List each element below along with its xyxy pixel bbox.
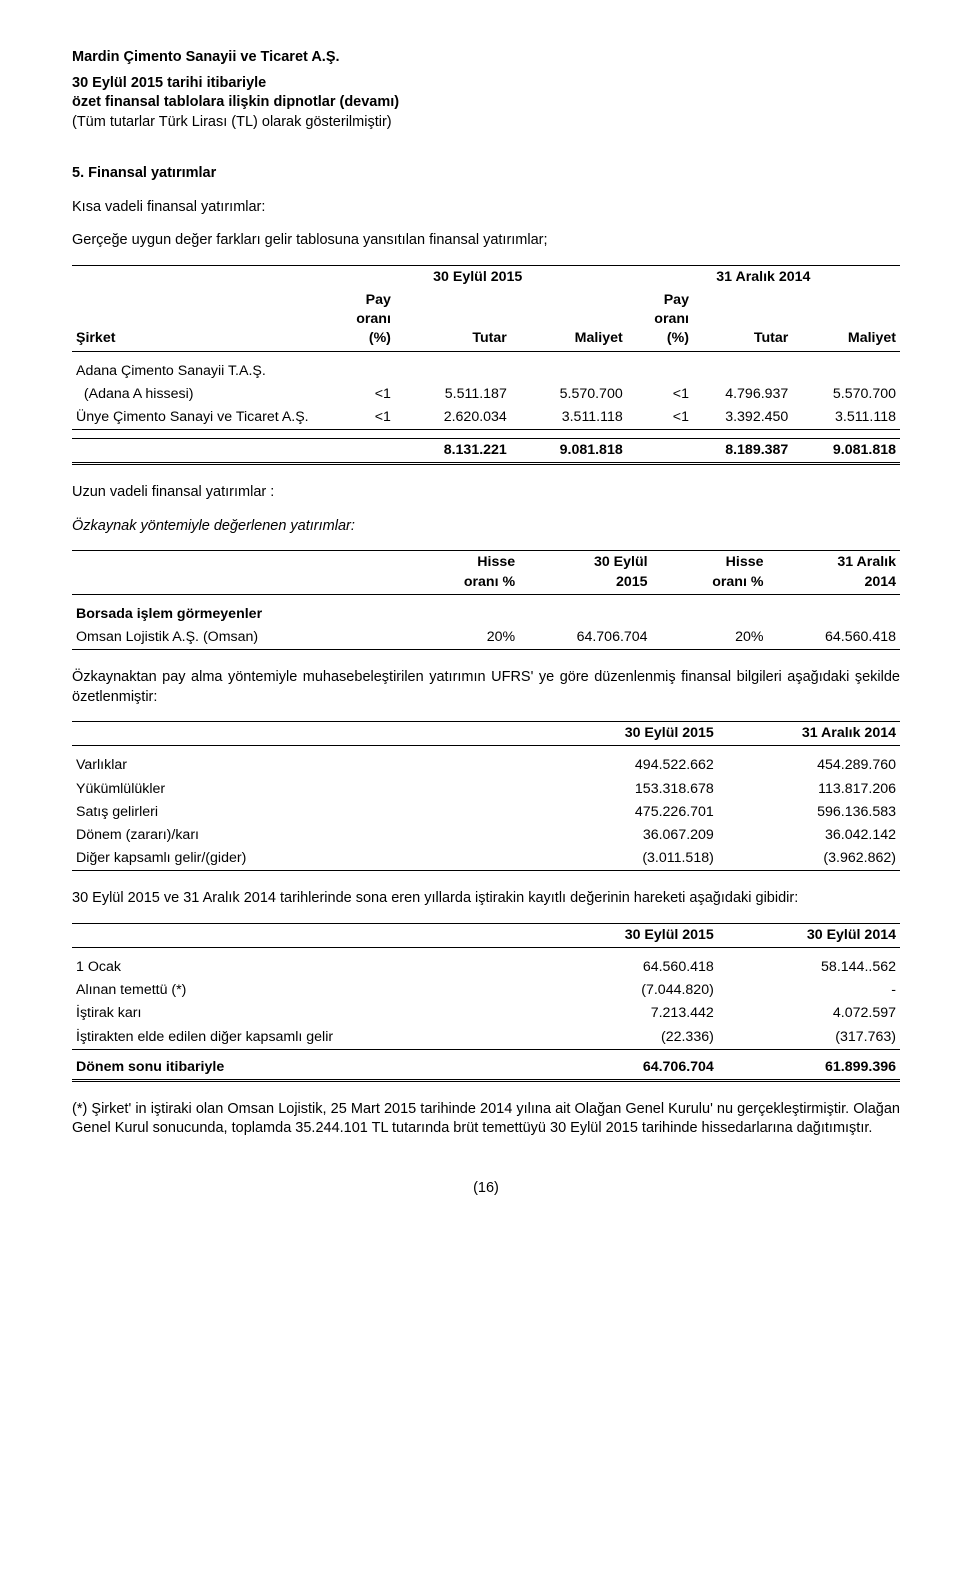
table-cell: <1 xyxy=(329,383,395,406)
table-cell: 58.144..562 xyxy=(718,948,900,980)
header-line: özet finansal tablolara ilişkin dipnotla… xyxy=(72,93,900,113)
table-cell: 36.067.209 xyxy=(536,824,718,847)
table-row-label: İştirakten elde edilen diğer kapsamlı ge… xyxy=(72,1026,536,1050)
table-cell: 5.570.700 xyxy=(511,383,627,406)
table-cell: 7.213.442 xyxy=(536,1002,718,1025)
paragraph: Özkaynaktan pay alma yöntemiyle muhasebe… xyxy=(72,668,900,707)
table-cell: <1 xyxy=(627,383,693,406)
table-row-label: Alınan temettü (*) xyxy=(72,979,536,1002)
table-total xyxy=(329,439,395,464)
table-cell: 494.522.662 xyxy=(536,746,718,778)
table-group-label: Borsada işlem görmeyenler xyxy=(72,594,403,626)
table-ozkaynak-bilgi: 30 Eylül 2015 31 Aralık 2014 Varlıklar 4… xyxy=(72,721,900,871)
table-cell: 2.620.034 xyxy=(395,406,511,430)
table-cell: 5.570.700 xyxy=(792,383,900,406)
col-header: Tutar xyxy=(395,289,511,351)
table-cell: (317.763) xyxy=(718,1026,900,1050)
table-cell: 36.042.142 xyxy=(718,824,900,847)
table-cell: 3.511.118 xyxy=(792,406,900,430)
col-header: Hisse oranı % xyxy=(652,551,768,594)
subheading: Gerçeğe uygun değer farkları gelir tablo… xyxy=(72,231,900,251)
table-cell: (22.336) xyxy=(536,1026,718,1050)
table-cell: <1 xyxy=(627,406,693,430)
table-row-label: (Adana A hissesi) xyxy=(72,383,329,406)
table-total: 8.131.221 xyxy=(395,439,511,464)
table-total: 8.189.387 xyxy=(693,439,792,464)
table-row-label: İştirak karı xyxy=(72,1002,536,1025)
subheading: Özkaynak yöntemiyle değerlenen yatırımla… xyxy=(72,517,900,537)
table-cell: 64.560.418 xyxy=(536,948,718,980)
col-period: 30 Eylül 2015 xyxy=(329,265,627,289)
table-cell: <1 xyxy=(329,406,395,430)
col-header: 31 Aralık 2014 xyxy=(718,722,900,746)
table-cell: 3.511.118 xyxy=(511,406,627,430)
col-header: 30 Eylül 2014 xyxy=(718,923,900,947)
table-cell: (7.044.820) xyxy=(536,979,718,1002)
col-header: 30 Eylül 2015 xyxy=(519,551,651,594)
table-row-label: Diğer kapsamlı gelir/(gider) xyxy=(72,847,536,871)
table-total: 64.706.704 xyxy=(536,1056,718,1081)
footnote: (*) Şirket' in iştiraki olan Omsan Lojis… xyxy=(72,1100,900,1139)
table-total xyxy=(627,439,693,464)
page-number: (16) xyxy=(72,1179,900,1199)
table-total: 9.081.818 xyxy=(511,439,627,464)
table-uzun-vadeli: Hisse oranı % 30 Eylül 2015 Hisse oranı … xyxy=(72,550,900,650)
table-cell: 20% xyxy=(403,626,519,650)
col-header: 31 Aralık 2014 xyxy=(767,551,900,594)
header-line: (Tüm tutarlar Türk Lirası (TL) olarak gö… xyxy=(72,113,900,133)
table-total-label: Dönem sonu itibariyle xyxy=(72,1056,536,1081)
table-row-label: Dönem (zararı)/karı xyxy=(72,824,536,847)
table-cell: 4.796.937 xyxy=(693,383,792,406)
col-header: Pay oranı (%) xyxy=(627,289,693,351)
col-header: Tutar xyxy=(693,289,792,351)
table-cell: 596.136.583 xyxy=(718,801,900,824)
col-period: 31 Aralık 2014 xyxy=(627,265,900,289)
table-cell: (3.011.518) xyxy=(536,847,718,871)
table-cell: 64.706.704 xyxy=(519,626,651,650)
table-row-label: Omsan Lojistik A.Ş. (Omsan) xyxy=(72,626,403,650)
table-row-label: Yükümlülükler xyxy=(72,778,536,801)
subheading: Kısa vadeli finansal yatırımlar: xyxy=(72,198,900,218)
table-row-label: 1 Ocak xyxy=(72,948,536,980)
table-cell: 113.817.206 xyxy=(718,778,900,801)
col-header: 30 Eylül 2015 xyxy=(536,722,718,746)
table-cell: 454.289.760 xyxy=(718,746,900,778)
col-header: Maliyet xyxy=(511,289,627,351)
table-total: 9.081.818 xyxy=(792,439,900,464)
col-header: Pay oranı (%) xyxy=(329,289,395,351)
col-header: Şirket xyxy=(72,289,329,351)
table-row-label: Adana Çimento Sanayii T.A.Ş. xyxy=(72,351,329,383)
table-row-label: Ünye Çimento Sanayi ve Ticaret A.Ş. xyxy=(72,406,329,430)
col-header: 30 Eylül 2015 xyxy=(536,923,718,947)
table-row-label: Satış gelirleri xyxy=(72,801,536,824)
table-hareket: 30 Eylül 2015 30 Eylül 2014 1 Ocak 64.56… xyxy=(72,923,900,1082)
col-header: Hisse oranı % xyxy=(403,551,519,594)
header-line: 30 Eylül 2015 tarihi itibariyle xyxy=(72,74,900,94)
table-cell: 475.226.701 xyxy=(536,801,718,824)
table-kisa-vadeli: 30 Eylül 2015 31 Aralık 2014 Şirket Pay … xyxy=(72,265,900,465)
table-cell: (3.962.862) xyxy=(718,847,900,871)
section-title: 5. Finansal yatırımlar xyxy=(72,164,900,184)
table-cell: 3.392.450 xyxy=(693,406,792,430)
intro-block: 30 Eylül 2015 tarihi itibariyle özet fin… xyxy=(72,74,900,133)
table-cell: 4.072.597 xyxy=(718,1002,900,1025)
table-cell: 5.511.187 xyxy=(395,383,511,406)
company-title: Mardin Çimento Sanayii ve Ticaret A.Ş. xyxy=(72,48,900,68)
paragraph: 30 Eylül 2015 ve 31 Aralık 2014 tarihler… xyxy=(72,889,900,909)
table-total: 61.899.396 xyxy=(718,1056,900,1081)
table-cell: 64.560.418 xyxy=(767,626,900,650)
table-cell: 153.318.678 xyxy=(536,778,718,801)
subheading: Uzun vadeli finansal yatırımlar : xyxy=(72,483,900,503)
col-header: Maliyet xyxy=(792,289,900,351)
table-cell: 20% xyxy=(652,626,768,650)
table-row-label: Varlıklar xyxy=(72,746,536,778)
table-cell: - xyxy=(718,979,900,1002)
